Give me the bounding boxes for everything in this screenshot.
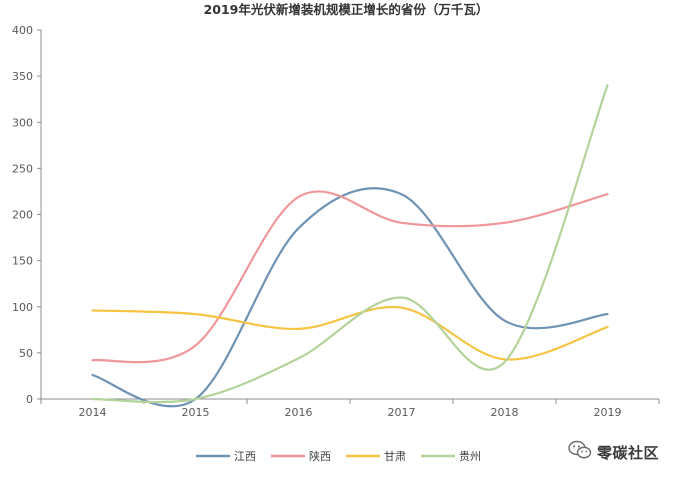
y-tick-label: 100 [12, 301, 33, 314]
y-axis: 0 50 100 150 200 250 300 350 400 [12, 24, 42, 406]
watermark-text: 零碳社区 [597, 443, 660, 462]
y-tick-label: 300 [12, 116, 33, 129]
series-line-0 [91, 187, 609, 408]
y-tick-label: 350 [12, 70, 33, 83]
y-tick-label: 200 [12, 209, 33, 222]
x-tick-label: 2016 [285, 406, 313, 419]
legend-label: 陕西 [309, 449, 331, 463]
legend-label: 江西 [234, 450, 256, 463]
legend-label: 贵州 [459, 450, 481, 463]
y-tick-label: 0 [26, 393, 33, 406]
legend-label: 甘肃 [384, 450, 406, 463]
x-tick-label: 2019 [594, 406, 622, 419]
x-tick-label: 2014 [79, 406, 107, 419]
watermark: 零碳社区 [568, 440, 688, 464]
wechat-icon [568, 440, 592, 464]
y-tick-label: 400 [12, 24, 33, 37]
x-tick-label: 2017 [388, 406, 416, 419]
y-tick-label: 250 [12, 162, 33, 175]
y-tick-label: 50 [19, 347, 33, 360]
legend: 江西 陕西 甘肃 贵州 [196, 449, 481, 463]
y-tick-label: 150 [12, 255, 33, 268]
series-line-3 [91, 84, 609, 404]
x-tick-label: 2018 [491, 406, 519, 419]
series-line-2 [91, 305, 609, 361]
x-tick-label: 2015 [182, 406, 210, 419]
chart-title: 2019年光伏新增装机规模正增长的省份（万千瓦） [204, 2, 489, 17]
series-lines [91, 84, 609, 408]
series-line-1 [91, 190, 609, 364]
